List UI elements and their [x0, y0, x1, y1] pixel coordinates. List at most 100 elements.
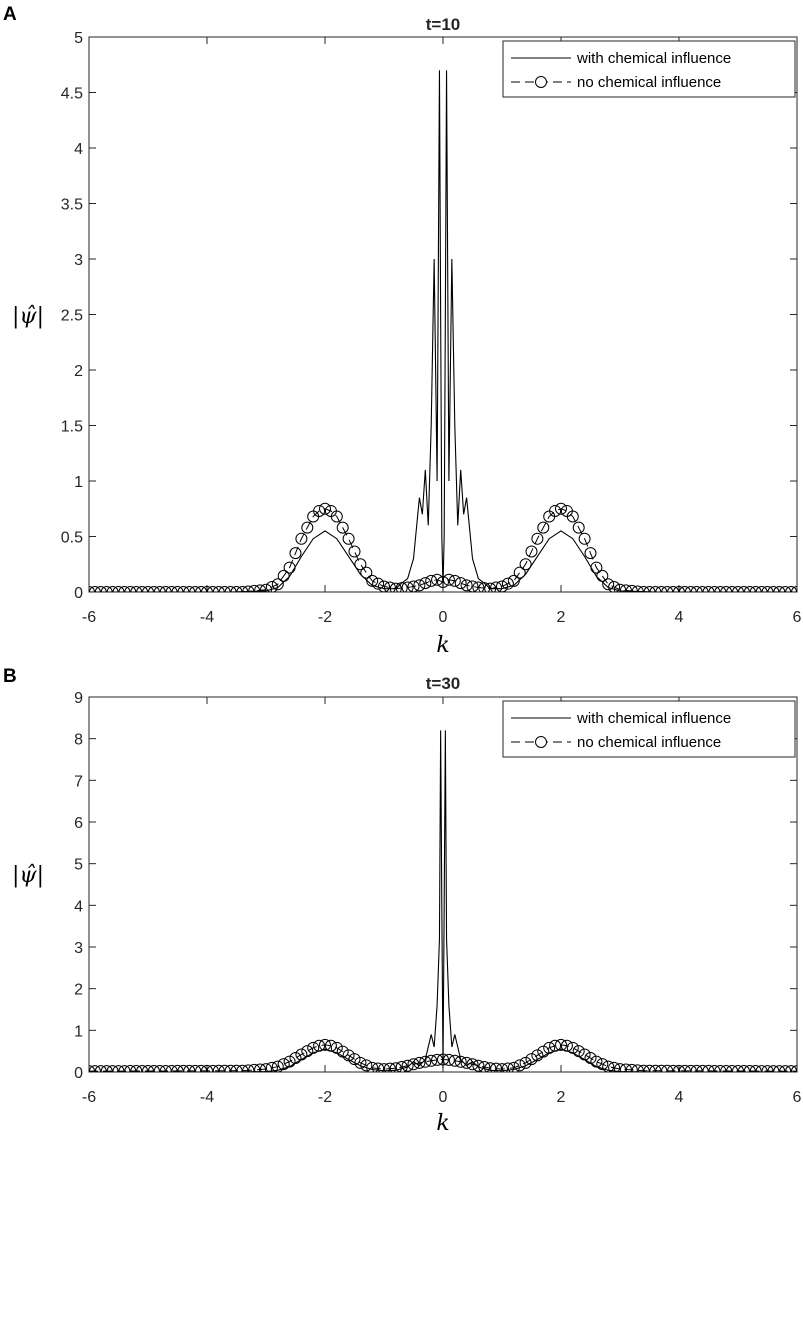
y-tick-label: 3 — [74, 940, 83, 957]
series-point-no-chemical-influence — [490, 1062, 503, 1072]
series-point-no-chemical-influence — [690, 586, 703, 592]
series-point-no-chemical-influence — [407, 1058, 420, 1071]
series-point-no-chemical-influence — [448, 574, 461, 587]
series-point-no-chemical-influence — [584, 1052, 597, 1065]
series-point-no-chemical-influence — [767, 1065, 780, 1072]
series-point-no-chemical-influence — [118, 586, 131, 592]
y-tick-label: 4 — [74, 898, 83, 915]
series-point-no-chemical-influence — [366, 574, 379, 587]
series-point-no-chemical-influence — [372, 1062, 385, 1072]
series-point-no-chemical-influence — [100, 586, 113, 592]
series-point-no-chemical-influence — [100, 1065, 113, 1072]
series-point-no-chemical-influence — [478, 582, 491, 592]
series-point-no-chemical-influence — [289, 1052, 302, 1065]
series-point-no-chemical-influence — [637, 586, 650, 592]
series-point-no-chemical-influence — [596, 1058, 609, 1071]
legend-label-with-chemical-influence: with chemical influence — [576, 50, 731, 67]
series-point-no-chemical-influence — [171, 586, 184, 592]
y-tick-label: 9 — [74, 690, 83, 707]
series-point-no-chemical-influence — [649, 1064, 662, 1072]
series-point-no-chemical-influence — [785, 586, 797, 592]
series-point-no-chemical-influence — [224, 586, 237, 592]
series-point-no-chemical-influence — [425, 574, 438, 587]
series-point-no-chemical-influence — [637, 1064, 650, 1072]
series-point-no-chemical-influence — [336, 1045, 349, 1058]
series-point-no-chemical-influence — [195, 586, 208, 592]
series-point-no-chemical-influence — [555, 1038, 567, 1051]
series-point-no-chemical-influence — [696, 586, 709, 592]
series-point-no-chemical-influence — [165, 586, 178, 592]
x-tick-label: 4 — [675, 1089, 684, 1106]
series-point-no-chemical-influence — [442, 573, 455, 586]
legend-marker-no-chemical-influence — [535, 76, 547, 88]
y-tick-label: 0.5 — [61, 530, 83, 547]
series-point-no-chemical-influence — [743, 1065, 756, 1072]
series-point-no-chemical-influence — [242, 1064, 255, 1072]
legend-marker-no-chemical-influence — [535, 736, 547, 748]
series-point-no-chemical-influence — [142, 586, 154, 592]
plot-series-group — [89, 70, 797, 592]
series-point-no-chemical-influence — [726, 1064, 739, 1072]
series-point-no-chemical-influence — [413, 579, 426, 592]
series-point-no-chemical-influence — [708, 1064, 721, 1072]
series-point-no-chemical-influence — [678, 586, 691, 592]
series-point-no-chemical-influence — [206, 586, 219, 592]
series-point-no-chemical-influence — [737, 1065, 750, 1072]
series-point-no-chemical-influence — [283, 1055, 296, 1068]
series-point-no-chemical-influence — [289, 547, 302, 560]
series-point-no-chemical-influence — [413, 1056, 426, 1069]
series-point-no-chemical-influence — [667, 586, 680, 592]
y-tick-label: 2.5 — [61, 308, 83, 325]
series-point-no-chemical-influence — [354, 1056, 367, 1069]
series-point-no-chemical-influence — [732, 1065, 744, 1072]
y-axis-label: |ψ̂| — [12, 863, 44, 888]
y-axis-label: |ψ̂| — [12, 304, 44, 329]
x-tick-label: 2 — [557, 1089, 566, 1106]
series-point-no-chemical-influence — [401, 581, 414, 592]
series-point-no-chemical-influence — [354, 558, 367, 571]
legend-label-no-chemical-influence: no chemical influence — [577, 74, 721, 91]
series-point-no-chemical-influence — [602, 578, 615, 591]
series-point-no-chemical-influence — [147, 1064, 160, 1072]
series-point-no-chemical-influence — [690, 1064, 703, 1072]
series-point-no-chemical-influence — [560, 1039, 573, 1052]
series-point-no-chemical-influence — [466, 580, 479, 592]
series-point-no-chemical-influence — [401, 1059, 414, 1072]
series-point-no-chemical-influence — [383, 1062, 396, 1072]
series-point-no-chemical-influence — [619, 584, 632, 592]
series-point-no-chemical-influence — [655, 586, 668, 592]
series-point-no-chemical-influence — [437, 576, 449, 589]
series-point-no-chemical-influence — [714, 586, 727, 592]
x-tick-label: -6 — [82, 609, 96, 626]
series-point-no-chemical-influence — [431, 1053, 444, 1066]
series-point-no-chemical-influence — [348, 545, 361, 558]
y-tick-label: 7 — [74, 773, 83, 790]
y-tick-label: 3 — [74, 252, 83, 269]
series-point-no-chemical-influence — [295, 532, 308, 545]
y-tick-label: 0 — [74, 1065, 83, 1082]
series-point-no-chemical-influence — [106, 1065, 119, 1072]
series-point-no-chemical-influence — [507, 1061, 520, 1072]
series-point-no-chemical-influence — [649, 586, 662, 592]
series-point-no-chemical-influence — [732, 586, 744, 592]
series-point-no-chemical-influence — [277, 569, 290, 582]
series-point-no-chemical-influence — [89, 1065, 101, 1072]
series-point-no-chemical-influence — [549, 1039, 562, 1052]
series-point-no-chemical-influence — [360, 566, 373, 579]
series-point-no-chemical-influence — [584, 547, 597, 560]
series-point-no-chemical-influence — [295, 1048, 308, 1061]
y-tick-label: 5 — [74, 857, 83, 874]
series-point-no-chemical-influence — [372, 577, 385, 590]
series-point-no-chemical-influence — [301, 1045, 314, 1058]
series-point-no-chemical-influence — [159, 586, 172, 592]
series-point-no-chemical-influence — [460, 579, 473, 592]
series-line-with-chemical-influence — [89, 70, 797, 592]
series-point-no-chemical-influence — [496, 1063, 508, 1072]
series-point-no-chemical-influence — [566, 1041, 579, 1054]
series-point-no-chemical-influence — [743, 586, 756, 592]
series-point-no-chemical-influence — [271, 578, 284, 591]
series-point-no-chemical-influence — [201, 1064, 213, 1072]
series-point-no-chemical-influence — [425, 1054, 438, 1067]
series-point-no-chemical-influence — [130, 1065, 143, 1072]
